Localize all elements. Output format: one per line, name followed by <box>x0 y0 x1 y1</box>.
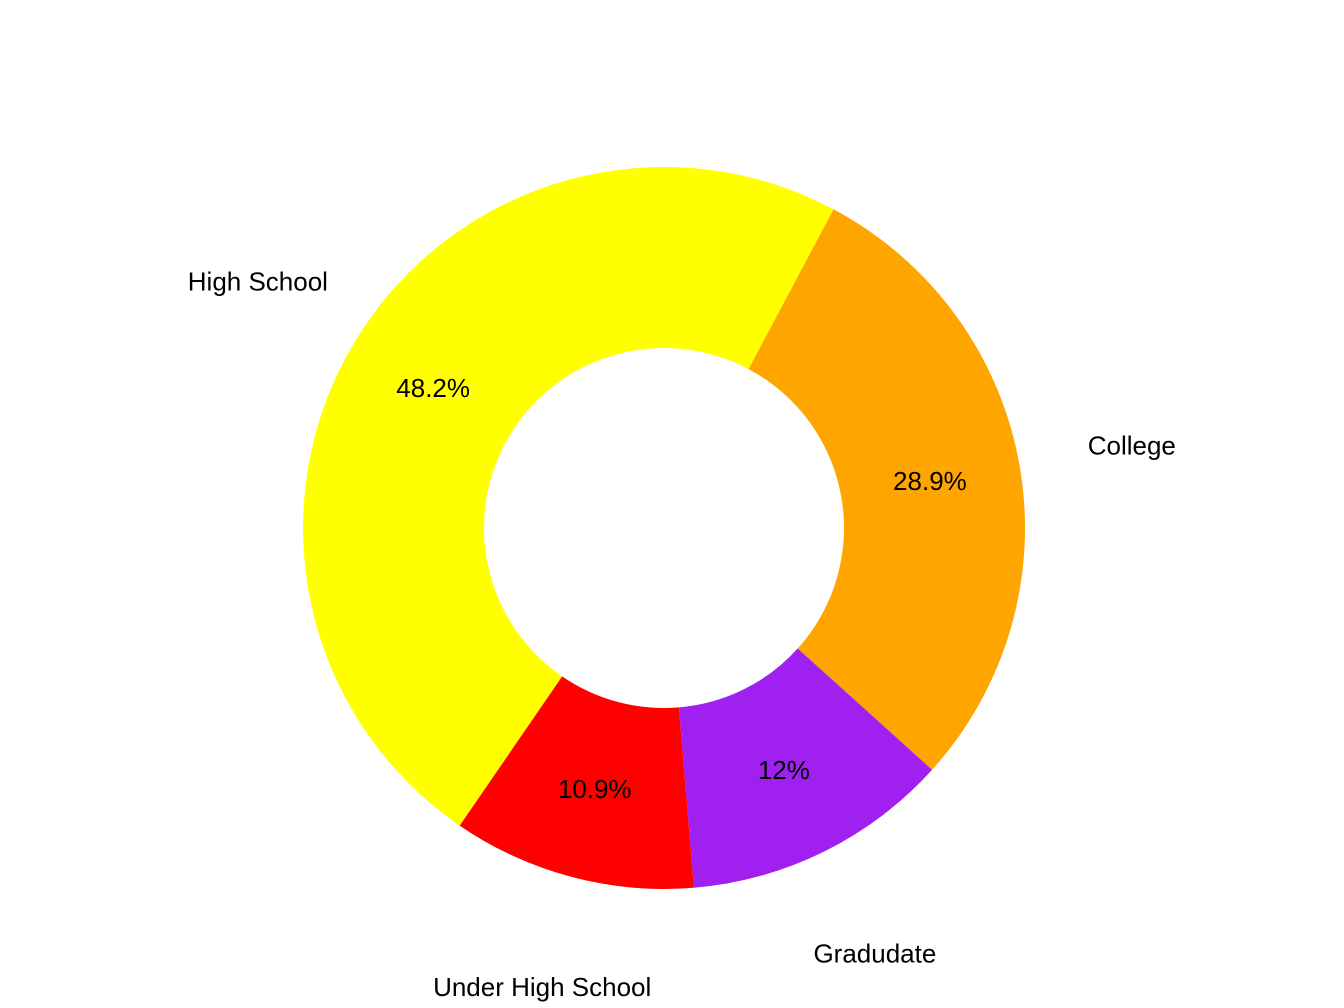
percent-label: 12% <box>758 755 810 785</box>
slices <box>302 166 1025 890</box>
slice-high-school <box>302 166 834 826</box>
percent-labels: 28.9% 12% 10.9% 48.2% <box>396 373 966 804</box>
category-label: High School <box>188 267 328 297</box>
percent-label: 48.2% <box>396 373 470 403</box>
category-labels: College Gradudate Under High School High Sc… <box>188 267 1176 1002</box>
percent-label: 28.9% <box>893 466 967 496</box>
category-label: Under High School <box>433 972 651 1002</box>
slice-under-high-school <box>459 676 694 890</box>
slice-college <box>748 209 1025 770</box>
slice-gradudate <box>678 648 933 888</box>
percent-label: 10.9% <box>558 774 632 804</box>
category-label: College <box>1088 431 1176 461</box>
category-label: Gradudate <box>813 939 936 969</box>
